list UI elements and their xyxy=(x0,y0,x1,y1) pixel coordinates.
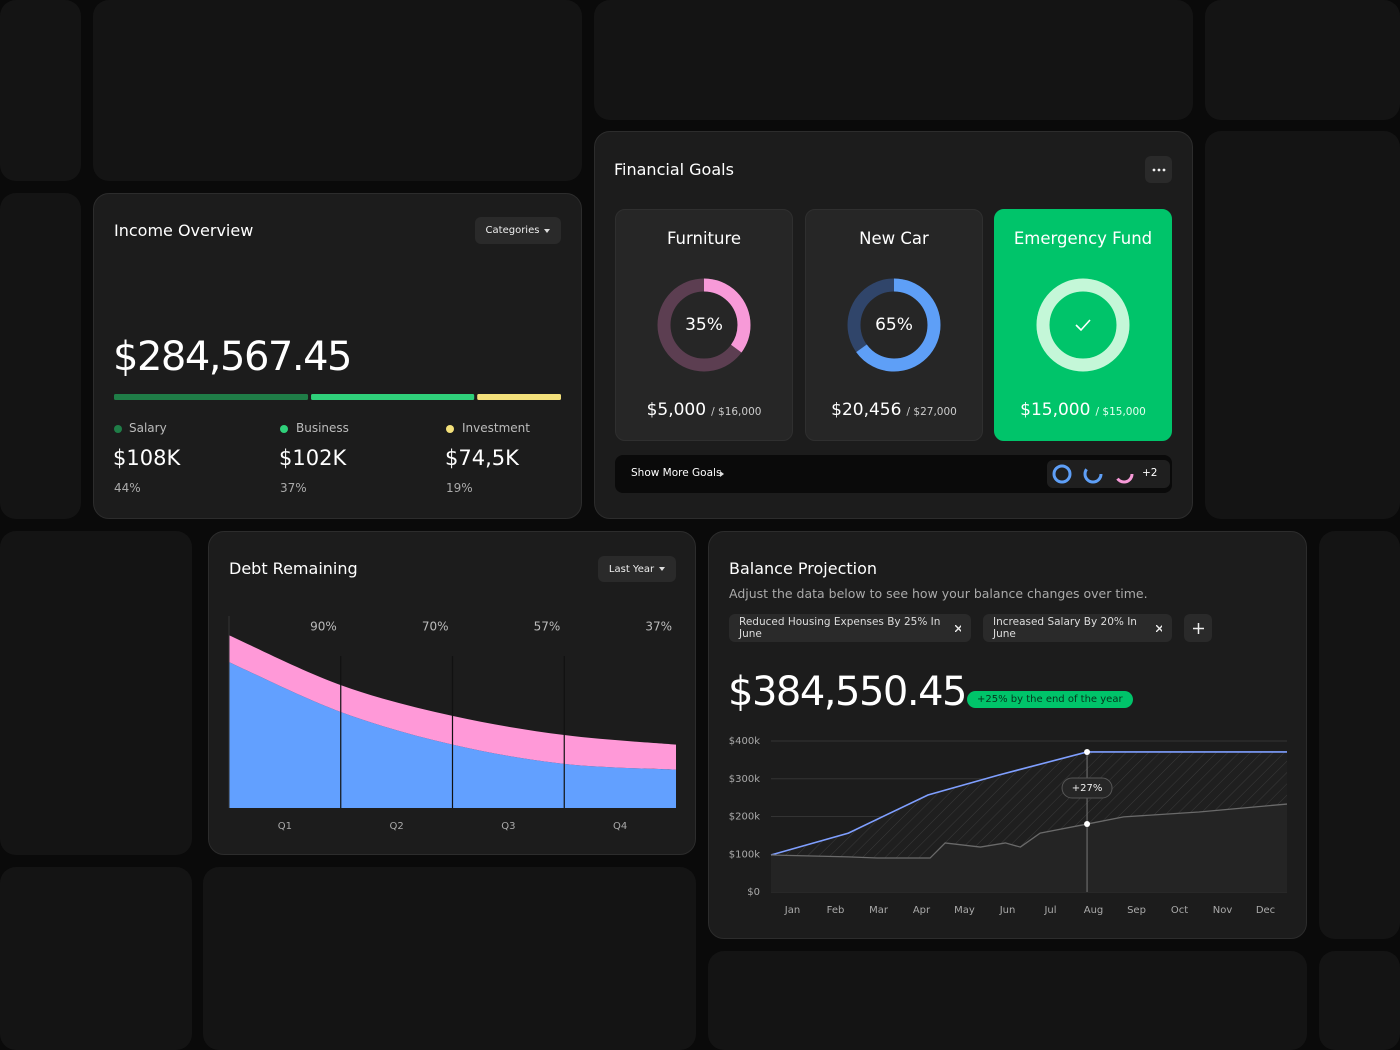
add-scenario-button[interactable] xyxy=(1184,614,1212,642)
caret xyxy=(544,228,551,233)
show-more-link[interactable]: Show More Goals xyxy=(631,467,722,479)
card-title: Balance Projection xyxy=(729,559,878,578)
more-count: +2 xyxy=(1142,467,1158,479)
tile xyxy=(594,0,1193,120)
goal-saved: $15,000 xyxy=(1020,400,1091,420)
tile xyxy=(1205,0,1400,120)
close-icon[interactable] xyxy=(1155,624,1162,632)
button-label: Categories xyxy=(485,225,540,236)
income-share: 19% xyxy=(446,481,473,495)
legend-label: Investment xyxy=(462,421,530,435)
dots-icon xyxy=(1152,168,1165,171)
goal-target: / $15,000 xyxy=(1095,406,1146,418)
tile xyxy=(0,867,192,1050)
button-label: Last Year xyxy=(608,563,655,575)
income-share: 37% xyxy=(280,481,307,495)
goal-target: / $27,000 xyxy=(906,406,957,418)
close-icon[interactable] xyxy=(954,624,961,632)
caret xyxy=(659,567,666,571)
income-amount: $102K xyxy=(279,446,347,470)
tile xyxy=(0,193,81,519)
tile xyxy=(0,0,81,181)
goal-name: Furniture xyxy=(666,229,742,248)
tile xyxy=(1319,531,1400,939)
income-card xyxy=(93,193,582,519)
tile xyxy=(1319,951,1400,1050)
chip-label: Increased Salary By 20% In June xyxy=(993,616,1137,640)
chip-label: Reduced Housing Expenses By 25% In June xyxy=(739,616,941,640)
tile xyxy=(1205,131,1400,519)
income-amount: $74,5K xyxy=(445,446,519,470)
balance-total: $384,550.45 xyxy=(728,669,967,715)
goal-amount: $5,000 / $16,000 xyxy=(615,400,793,420)
goal-amount: $15,000 / $15,000 xyxy=(994,400,1172,420)
card-title: Debt Remaining xyxy=(229,559,358,578)
scenario-chip[interactable]: Reduced Housing Expenses By 25% In June xyxy=(729,614,971,642)
legend-label: Business xyxy=(296,421,349,435)
tile xyxy=(203,867,696,1050)
plus-icon xyxy=(1192,622,1204,634)
goal-name: Emergency Fund xyxy=(1013,229,1153,248)
scenario-chip[interactable]: Increased Salary By 20% In June xyxy=(983,614,1172,642)
goal-saved: $20,456 xyxy=(831,400,902,420)
card-title: Financial Goals xyxy=(614,160,734,179)
filter-button[interactable]: Last Year xyxy=(598,556,676,582)
goal-name: New Car xyxy=(859,229,929,248)
more-button[interactable] xyxy=(1145,156,1172,183)
income-amount: $108K xyxy=(113,446,181,470)
goal-saved: $5,000 xyxy=(646,400,707,420)
filter-button[interactable]: Categories xyxy=(475,217,561,244)
tile xyxy=(93,0,582,181)
caret xyxy=(720,471,724,477)
income-share: 44% xyxy=(114,481,141,495)
goal-amount: $20,456 / $27,000 xyxy=(805,400,983,420)
legend-label: Salary xyxy=(129,421,167,435)
tile xyxy=(0,531,192,855)
growth-badge: +25% by the end of the year xyxy=(967,691,1133,708)
card-title: Income Overview xyxy=(114,221,254,240)
income-total: $284,567.45 xyxy=(113,334,352,380)
card-subtitle: Adjust the data below to see how your ba… xyxy=(729,586,1148,601)
tile xyxy=(708,951,1307,1050)
goal-target: / $16,000 xyxy=(711,406,762,418)
